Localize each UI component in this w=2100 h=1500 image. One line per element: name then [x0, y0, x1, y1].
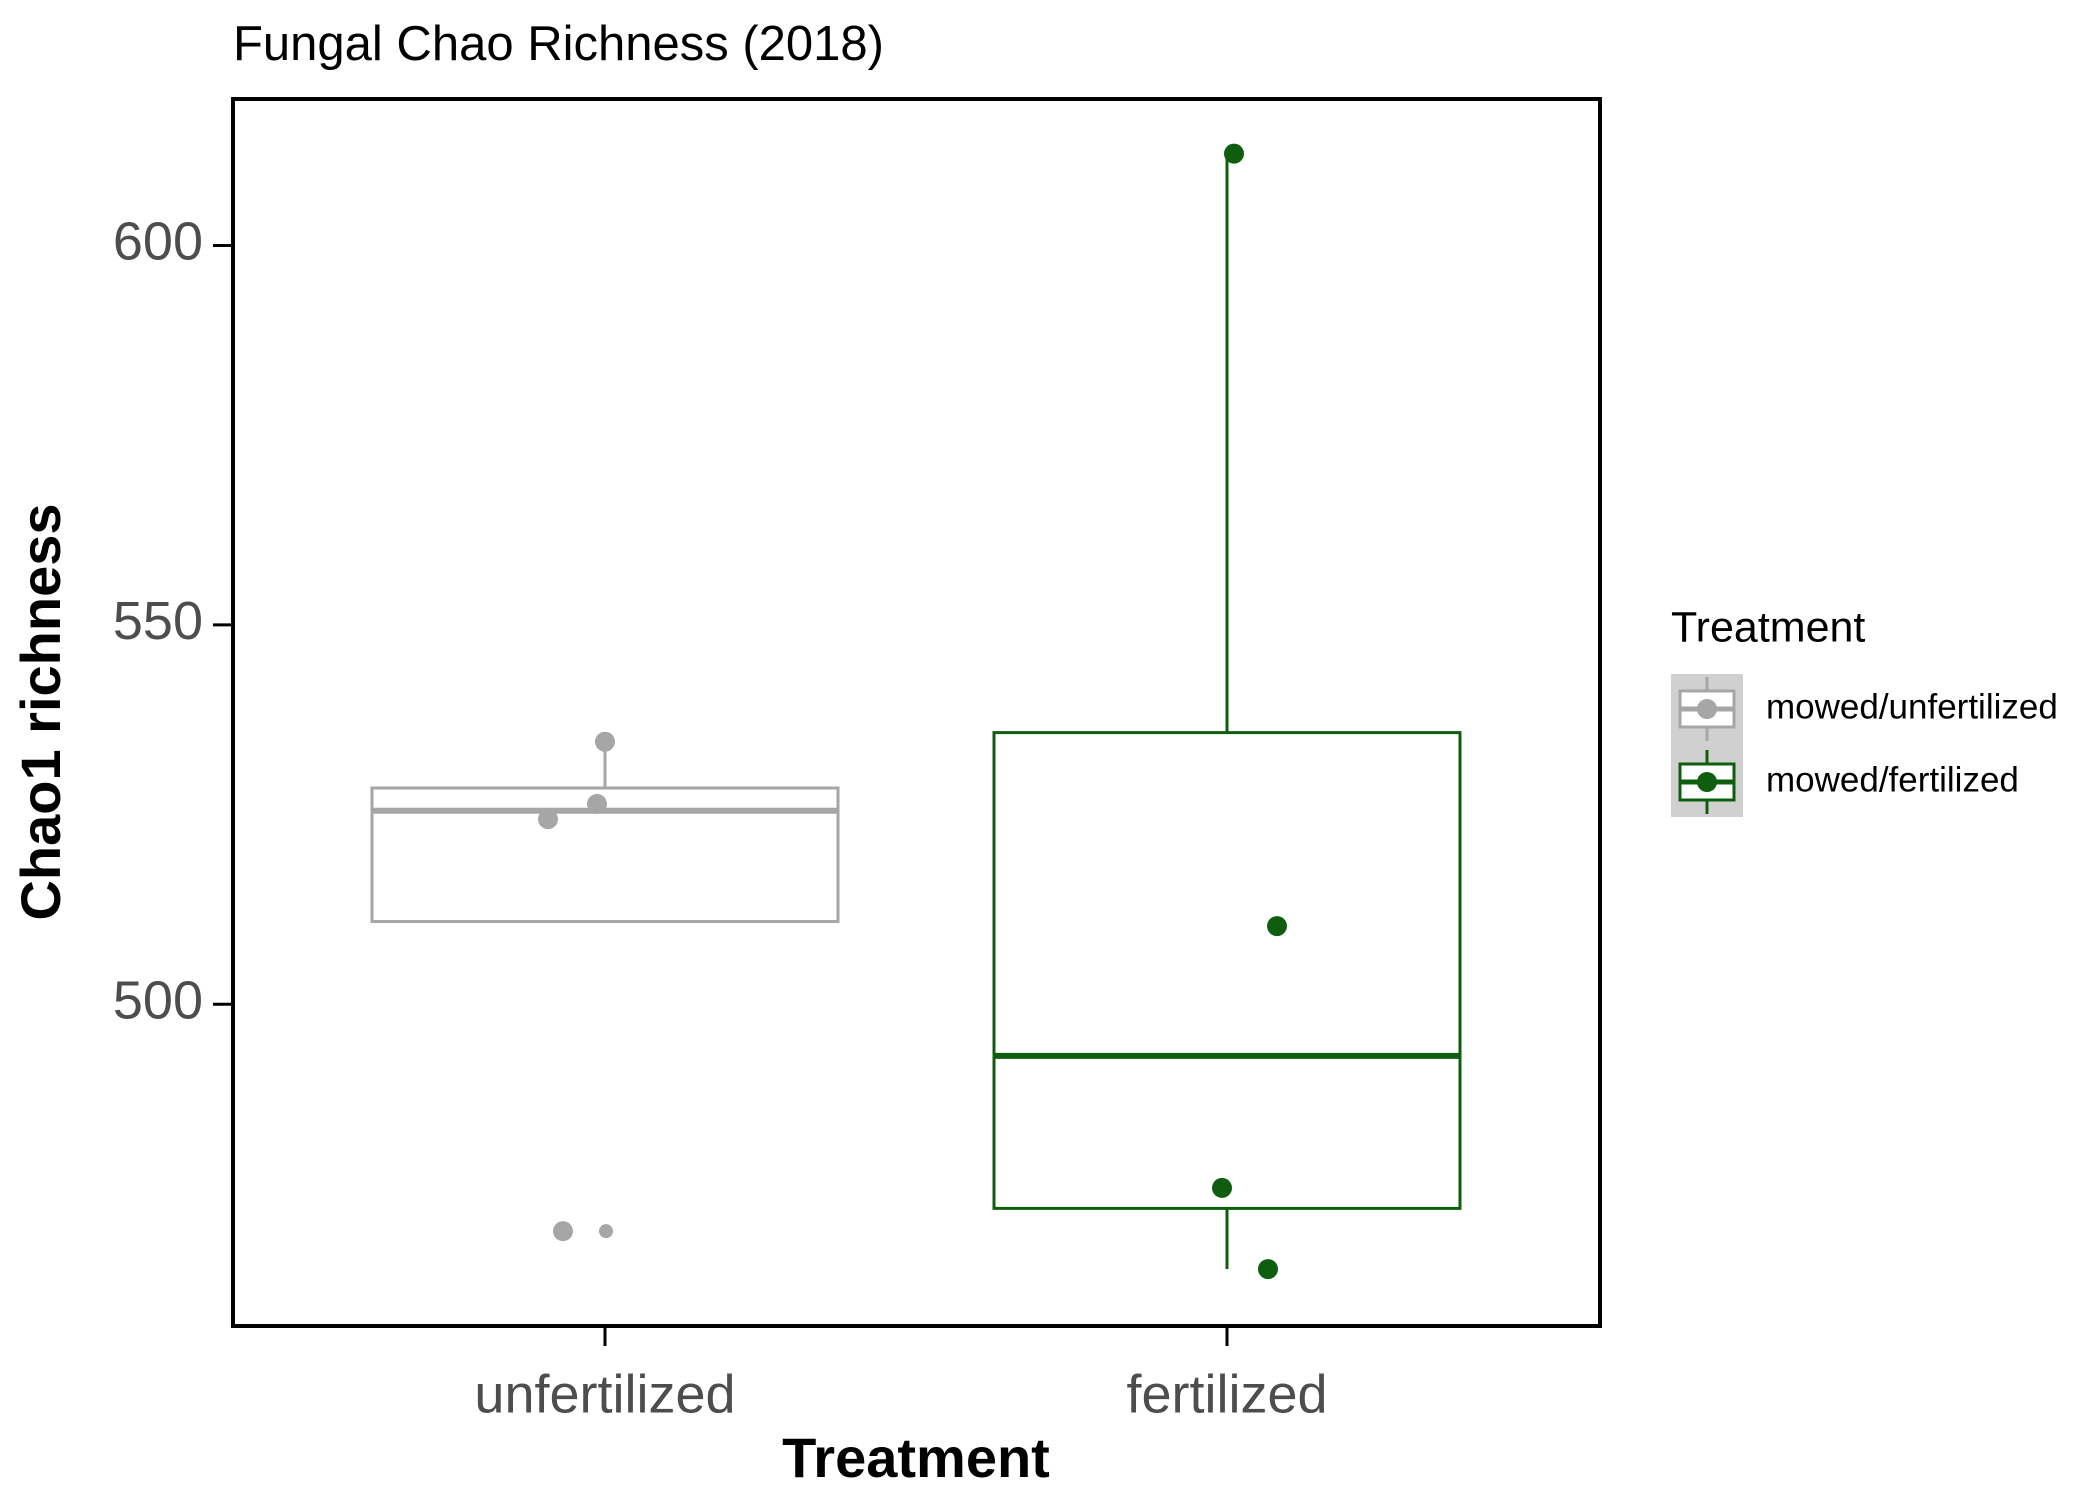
y-tick-label: 550: [113, 591, 203, 651]
data-point: [599, 1224, 613, 1239]
data-point: [1212, 1177, 1232, 1198]
data-point: [1224, 143, 1244, 164]
y-axis-title: Chao1 richness: [9, 503, 72, 920]
legend-key-point: [1697, 772, 1717, 792]
legend-label: mowed/unfertilized: [1766, 687, 2058, 726]
data-point: [538, 809, 558, 830]
box: [992, 731, 1462, 1210]
y-tick-label: 500: [113, 971, 203, 1031]
legend-label: mowed/fertilized: [1766, 760, 2019, 799]
x-axis-title: Treatment: [782, 1426, 1050, 1489]
data-point: [595, 731, 615, 752]
data-point: [587, 793, 607, 814]
legend-title: Treatment: [1671, 603, 1865, 651]
legend-key-point: [1697, 699, 1717, 719]
chart-title: Fungal Chao Richness (2018): [233, 17, 884, 71]
x-tick-label: fertilized: [1126, 1364, 1327, 1424]
data-point: [553, 1221, 573, 1242]
box: [370, 786, 840, 924]
y-tick-label: 600: [113, 212, 203, 272]
panel-border: [231, 97, 1602, 1328]
data-point: [1267, 916, 1287, 937]
x-tick-label: unfertilized: [474, 1364, 735, 1424]
data-point: [1258, 1259, 1278, 1280]
